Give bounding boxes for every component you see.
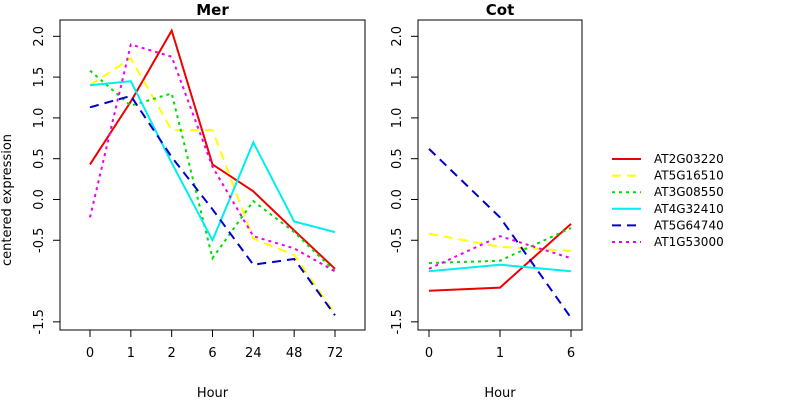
plot-frame xyxy=(59,19,366,331)
legend: AT2G03220 AT5G16510 AT3G08550 AT4G32410 AT5G… xyxy=(612,152,724,249)
y-tick-label: 1.0 xyxy=(390,108,405,129)
x-tick-label: 6 xyxy=(208,346,216,361)
panel-title: Cot xyxy=(486,1,514,19)
y-tick-label: -0.5 xyxy=(32,228,47,253)
legend-label: AT5G64740 xyxy=(654,218,724,232)
chart-panels: Mer 0 1 2 6 24 48 72 Hour -1.5 -0.5 0.0 0.5 1.0 1.5 2.0… xyxy=(32,1,583,400)
series-line-at5g64740 xyxy=(89,94,336,316)
x-tick-label: 1 xyxy=(496,346,504,361)
x-tick-label: 72 xyxy=(327,346,344,361)
legend-label: AT2G03220 xyxy=(654,152,724,166)
y-tick-label: 1.5 xyxy=(32,67,47,88)
y-tick-label: -1.5 xyxy=(32,309,47,334)
series-line-at2g03220 xyxy=(89,28,336,270)
series-line-at4g32410 xyxy=(89,80,336,243)
x-tick-label: 0 xyxy=(86,346,94,361)
panel-mer: Mer 0 1 2 6 24 48 72 Hour -1.5 -0.5 0.0 0.5 1.0 1.5 2.0 xyxy=(32,1,366,400)
y-tick-label: -0.5 xyxy=(390,228,405,253)
series-line-at1g53000 xyxy=(89,43,336,273)
x-tick-label: 2 xyxy=(168,346,176,361)
panel-title: Mer xyxy=(196,1,229,19)
legend-label: AT1G53000 xyxy=(654,235,724,249)
y-tick-label: 1.0 xyxy=(32,108,47,129)
x-axis-label: Hour xyxy=(484,386,516,400)
panel-cot: Cot 0 1 6 Hour -1.5 -0.5 0.0 0.5 1.0 1.5 2.0 xyxy=(390,1,583,400)
series-line-at3g08550 xyxy=(428,227,572,265)
legend-label: AT4G32410 xyxy=(654,202,724,216)
plot-frame xyxy=(417,19,583,331)
y-tick-label: 0.0 xyxy=(390,189,405,210)
y-tick-label: 2.0 xyxy=(32,26,47,47)
legend-label: AT5G16510 xyxy=(654,169,724,183)
x-tick-label: 1 xyxy=(127,346,135,361)
series-line-at5g16510 xyxy=(89,56,336,315)
y-tick-label: -1.5 xyxy=(390,309,405,334)
x-tick-label: 6 xyxy=(567,346,575,361)
x-tick-label: 24 xyxy=(245,346,262,361)
series-line-at1g53000 xyxy=(428,235,572,270)
y-tick-label: 0.5 xyxy=(32,148,47,169)
x-tick-label: 0 xyxy=(425,346,433,361)
x-tick-label: 48 xyxy=(286,346,303,361)
y-tick-label: 0.0 xyxy=(32,189,47,210)
series-line-at5g64740 xyxy=(428,148,572,319)
series-line-at4g32410 xyxy=(428,263,572,273)
y-axis-label: centered expression xyxy=(0,134,15,266)
y-tick-label: 2.0 xyxy=(390,26,405,47)
series-line-at3g08550 xyxy=(89,69,336,273)
series-line-at2g03220 xyxy=(428,223,572,292)
y-tick-label: 1.5 xyxy=(390,67,405,88)
legend-label: AT3G08550 xyxy=(654,185,724,199)
x-axis-label: Hour xyxy=(197,386,229,400)
y-tick-label: 0.5 xyxy=(390,148,405,169)
